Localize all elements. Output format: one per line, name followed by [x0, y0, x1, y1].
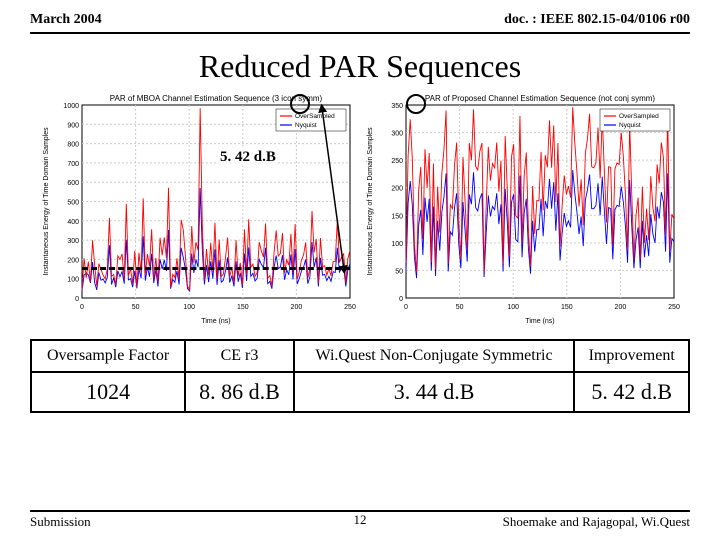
- table-header-row: Oversample Factor CE r3 Wi.Quest Non-Con…: [31, 340, 689, 372]
- annot-circle-left: [290, 94, 310, 114]
- table-row: 1024 8. 86 d.B 3. 44 d.B 5. 42 d.B: [31, 372, 689, 412]
- svg-text:100: 100: [507, 304, 519, 311]
- svg-text:50: 50: [395, 268, 403, 275]
- svg-text:Instantaneous Energy of Time D: Instantaneous Energy of Time Domain Samp…: [367, 127, 374, 276]
- svg-text:500: 500: [67, 200, 79, 207]
- svg-text:200: 200: [615, 304, 627, 311]
- chart-left-wrap: PAR of MBOA Channel Estimation Sequence …: [38, 91, 358, 331]
- svg-text:OverSampled: OverSampled: [619, 113, 659, 120]
- footer-left: Submission: [30, 514, 91, 530]
- svg-text:Instantaneous Energy of Time D: Instantaneous Energy of Time Domain Samp…: [43, 127, 50, 276]
- annot-circle-right: [406, 94, 426, 114]
- svg-text:0: 0: [80, 304, 84, 311]
- header-rule: [30, 32, 690, 34]
- svg-text:200: 200: [391, 186, 403, 193]
- svg-text:0: 0: [404, 304, 408, 311]
- th-oversample: Oversample Factor: [31, 340, 185, 372]
- td-improvement: 5. 42 d.B: [574, 372, 689, 412]
- td-cer3: 8. 86 d.B: [185, 372, 294, 412]
- svg-text:600: 600: [67, 180, 79, 187]
- th-cer3: CE r3: [185, 340, 294, 372]
- chart-right: PAR of Proposed Channel Estimation Seque…: [362, 91, 682, 326]
- th-improvement: Improvement: [574, 340, 689, 372]
- annot-arrow: [314, 102, 354, 280]
- svg-text:800: 800: [67, 142, 79, 149]
- dash-threshold-line: [82, 267, 350, 270]
- svg-text:300: 300: [67, 238, 79, 245]
- footer-right: Shoemake and Rajagopal, Wi.Quest: [503, 514, 690, 530]
- svg-text:300: 300: [391, 131, 403, 138]
- svg-text:250: 250: [391, 158, 403, 165]
- svg-text:200: 200: [291, 304, 303, 311]
- svg-text:PAR of Proposed Channel Estima: PAR of Proposed Channel Estimation Seque…: [425, 94, 656, 103]
- svg-text:200: 200: [67, 257, 79, 264]
- svg-text:100: 100: [391, 241, 403, 248]
- svg-text:0: 0: [75, 296, 79, 303]
- svg-text:900: 900: [67, 122, 79, 129]
- svg-text:100: 100: [183, 304, 195, 311]
- td-oversample: 1024: [31, 372, 185, 412]
- td-wiquest: 3. 44 d.B: [294, 372, 575, 412]
- svg-text:250: 250: [344, 304, 356, 311]
- svg-text:50: 50: [456, 304, 464, 311]
- page-title: Reduced PAR Sequences: [0, 48, 720, 85]
- svg-text:700: 700: [67, 161, 79, 168]
- chart-left: PAR of MBOA Channel Estimation Sequence …: [38, 91, 358, 326]
- svg-text:400: 400: [67, 219, 79, 226]
- annot-db-label: 5. 42 d.B: [218, 149, 278, 166]
- results-table: Oversample Factor CE r3 Wi.Quest Non-Con…: [30, 339, 690, 413]
- svg-text:250: 250: [668, 304, 680, 311]
- th-wiquest: Wi.Quest Non-Conjugate Symmetric: [294, 340, 575, 372]
- svg-text:Time (ns): Time (ns): [525, 318, 554, 325]
- header-docid: doc. : IEEE 802.15-04/0106 r00: [504, 12, 690, 28]
- svg-text:150: 150: [561, 304, 573, 311]
- svg-text:Nyquist: Nyquist: [619, 122, 641, 129]
- svg-text:50: 50: [132, 304, 140, 311]
- chart-right-wrap: PAR of Proposed Channel Estimation Seque…: [362, 91, 682, 331]
- svg-text:1000: 1000: [63, 103, 79, 110]
- header: March 2004 doc. : IEEE 802.15-04/0106 r0…: [0, 0, 720, 32]
- svg-text:100: 100: [67, 277, 79, 284]
- svg-text:150: 150: [237, 304, 249, 311]
- page-number: 12: [354, 512, 367, 528]
- svg-text:350: 350: [391, 103, 403, 110]
- svg-text:Time (ns): Time (ns): [201, 318, 230, 325]
- svg-text:0: 0: [399, 296, 403, 303]
- svg-text:150: 150: [391, 213, 403, 220]
- charts-row: PAR of MBOA Channel Estimation Sequence …: [0, 91, 720, 331]
- header-date: March 2004: [30, 12, 102, 28]
